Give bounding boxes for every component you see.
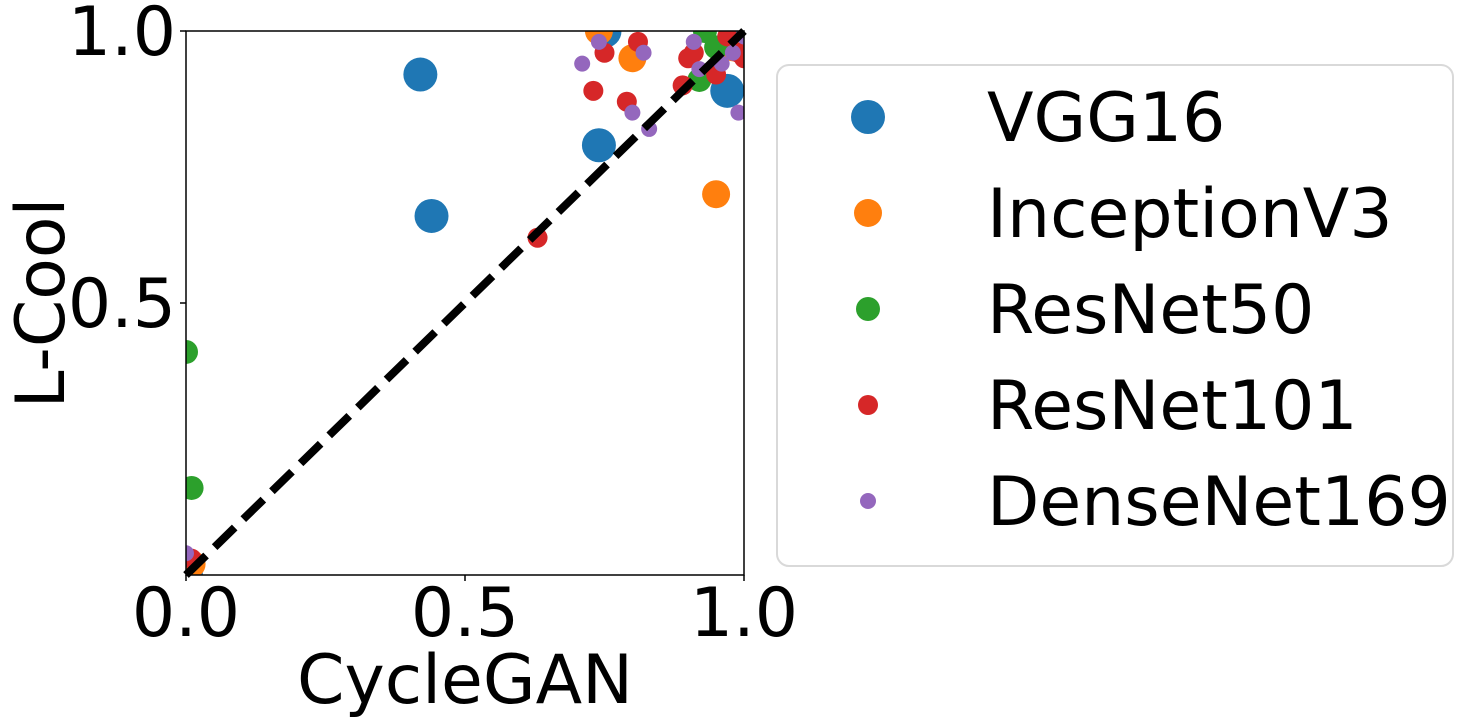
point-densenet169 xyxy=(730,104,744,121)
point-resnet101 xyxy=(583,80,604,101)
diagonal-reference-line xyxy=(183,28,747,578)
point-densenet169 xyxy=(624,104,641,121)
x-tick-label: 0.0 xyxy=(132,574,240,653)
legend-label-resnet101: ResNet101 xyxy=(987,367,1358,446)
legend-marker-resnet50 xyxy=(856,297,880,321)
point-vgg16 xyxy=(403,57,438,92)
x-tick-label: 0.5 xyxy=(411,574,519,653)
y-tick-label: 0.5 xyxy=(68,265,176,344)
point-resnet50 xyxy=(186,339,198,364)
point-densenet169 xyxy=(574,55,591,72)
x-tick-label: 1.0 xyxy=(690,574,798,653)
point-densenet169 xyxy=(186,545,194,562)
x-axis-label: CycleGAN xyxy=(297,641,633,720)
legend-label-densenet169: DenseNet169 xyxy=(987,463,1451,542)
y-axis-label: L-Cool xyxy=(2,198,81,409)
legend-label-resnet50: ResNet50 xyxy=(987,271,1314,350)
point-densenet169 xyxy=(590,33,607,50)
point-densenet169 xyxy=(685,33,702,50)
legend-marker-resnet101 xyxy=(858,395,878,415)
legend-box xyxy=(776,64,1454,567)
legend: VGG16 InceptionV3 ResNet50 ResNet101 DenseNe… xyxy=(776,64,1454,567)
legend-marker-inceptionv3 xyxy=(854,199,882,227)
legend-marker-densenet169 xyxy=(860,493,876,509)
y-tick-label: 1.0 xyxy=(68,0,176,72)
point-inceptionv3 xyxy=(702,180,731,209)
point-resnet50 xyxy=(186,475,204,500)
legend-label-vgg16: VGG16 xyxy=(987,79,1225,158)
ticks-layer: 0.0 0.5 1.0 0.5 1.0 xyxy=(68,0,798,653)
point-vgg16 xyxy=(414,198,449,233)
legend-label-inceptionv3: InceptionV3 xyxy=(987,175,1393,254)
point-densenet169 xyxy=(635,44,652,61)
point-densenet169 xyxy=(724,44,741,61)
legend-marker-vgg16 xyxy=(851,100,885,134)
point-vgg16 xyxy=(581,128,616,163)
